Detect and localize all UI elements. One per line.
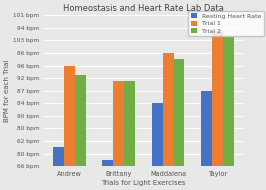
Bar (113, 81, 124, 190)
Bar (223, 37, 234, 190)
Bar (124, 81, 135, 190)
Bar (102, 160, 113, 190)
Bar (75, 75, 86, 190)
Bar (201, 91, 212, 190)
Y-axis label: BPM for each Trial: BPM for each Trial (4, 59, 10, 122)
Bar (212, 31, 223, 190)
Bar (174, 59, 184, 190)
Bar (163, 53, 174, 190)
Legend: Resting Heart Rate, Trial 1, Trial 2: Resting Heart Rate, Trial 1, Trial 2 (188, 11, 264, 36)
Bar (64, 66, 75, 190)
X-axis label: Trials for Light Exercises: Trials for Light Exercises (101, 180, 186, 186)
Title: Homeostasis and Heart Rate Lab Data: Homeostasis and Heart Rate Lab Data (63, 4, 224, 13)
Bar (152, 103, 163, 190)
Bar (53, 147, 64, 190)
